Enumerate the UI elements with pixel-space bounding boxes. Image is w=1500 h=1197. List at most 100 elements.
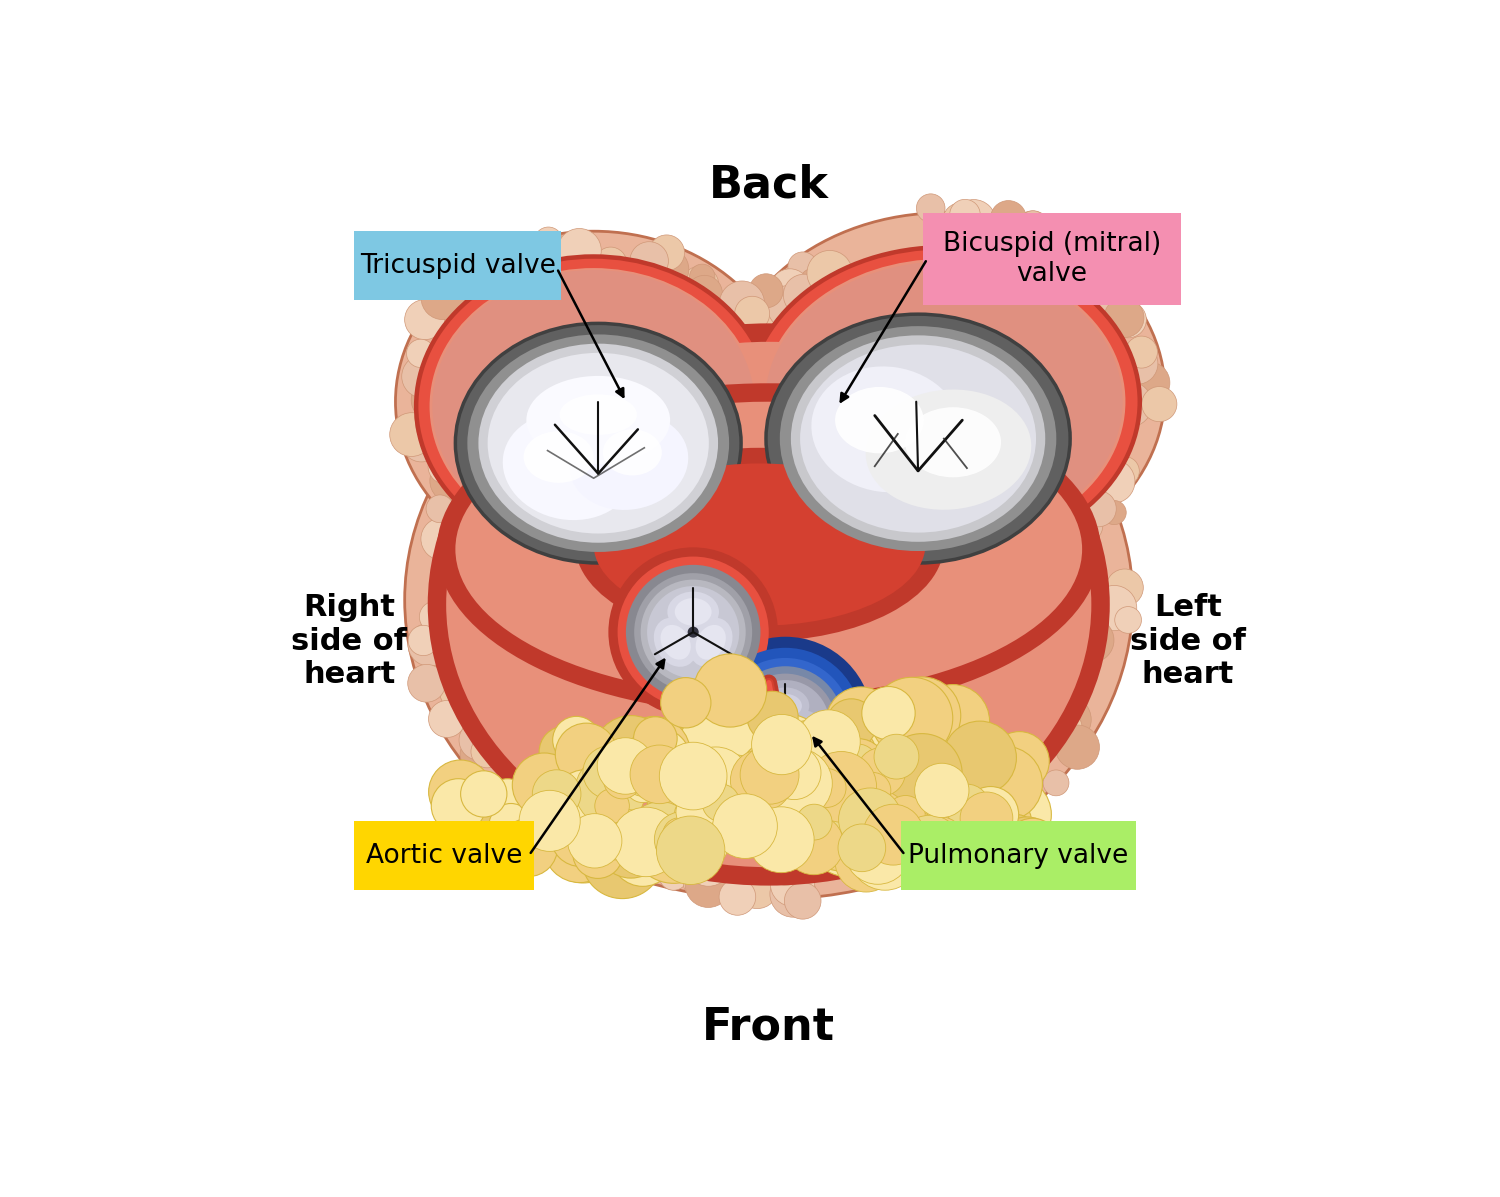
- Circle shape: [968, 747, 1042, 821]
- Circle shape: [868, 767, 938, 837]
- Circle shape: [429, 760, 492, 824]
- Circle shape: [988, 800, 1032, 841]
- Circle shape: [429, 432, 453, 457]
- Circle shape: [1090, 460, 1136, 503]
- Ellipse shape: [468, 334, 729, 552]
- Circle shape: [555, 723, 618, 785]
- Circle shape: [741, 742, 795, 796]
- Circle shape: [807, 768, 846, 808]
- Circle shape: [726, 375, 754, 403]
- Circle shape: [488, 782, 524, 818]
- Circle shape: [856, 522, 885, 549]
- Circle shape: [660, 678, 711, 728]
- Text: Bicuspid (mitral)
valve: Bicuspid (mitral) valve: [942, 231, 1161, 287]
- Circle shape: [876, 794, 927, 844]
- Circle shape: [614, 809, 662, 858]
- Circle shape: [766, 746, 820, 800]
- Circle shape: [675, 722, 717, 762]
- Ellipse shape: [568, 413, 688, 510]
- Circle shape: [609, 547, 778, 717]
- Circle shape: [686, 280, 722, 315]
- Circle shape: [1128, 361, 1170, 403]
- Circle shape: [1106, 569, 1143, 606]
- Circle shape: [1058, 267, 1088, 297]
- Ellipse shape: [766, 314, 1070, 563]
- Circle shape: [460, 771, 507, 818]
- Ellipse shape: [865, 389, 1032, 510]
- Circle shape: [752, 816, 794, 858]
- Circle shape: [957, 220, 984, 247]
- Circle shape: [885, 827, 924, 865]
- Circle shape: [807, 767, 894, 853]
- Circle shape: [1080, 491, 1116, 527]
- Ellipse shape: [432, 269, 754, 542]
- Ellipse shape: [560, 394, 638, 435]
- Circle shape: [716, 748, 801, 832]
- Circle shape: [1042, 770, 1070, 796]
- Circle shape: [994, 391, 1036, 435]
- Circle shape: [1029, 713, 1065, 748]
- FancyBboxPatch shape: [354, 821, 534, 891]
- Circle shape: [630, 745, 688, 803]
- Circle shape: [796, 710, 859, 773]
- Circle shape: [1110, 456, 1140, 486]
- Circle shape: [748, 274, 783, 308]
- Text: Front: Front: [702, 1005, 836, 1049]
- Ellipse shape: [654, 618, 698, 667]
- Circle shape: [720, 281, 765, 326]
- Circle shape: [730, 749, 792, 812]
- Circle shape: [598, 792, 642, 837]
- Circle shape: [519, 790, 580, 851]
- Circle shape: [839, 745, 878, 784]
- Circle shape: [762, 748, 832, 819]
- Circle shape: [806, 752, 876, 822]
- Circle shape: [712, 794, 777, 858]
- Circle shape: [950, 200, 980, 230]
- Circle shape: [590, 826, 633, 870]
- Circle shape: [408, 625, 438, 656]
- Ellipse shape: [603, 430, 662, 475]
- Circle shape: [597, 809, 666, 879]
- Circle shape: [1044, 709, 1082, 747]
- Circle shape: [746, 370, 789, 414]
- Circle shape: [730, 427, 766, 463]
- Circle shape: [693, 741, 746, 792]
- Circle shape: [422, 517, 464, 560]
- Circle shape: [489, 803, 532, 847]
- Circle shape: [616, 300, 663, 346]
- Circle shape: [1005, 819, 1059, 873]
- FancyBboxPatch shape: [354, 231, 561, 300]
- Circle shape: [981, 227, 1014, 261]
- Circle shape: [550, 807, 610, 867]
- Circle shape: [930, 839, 976, 886]
- Circle shape: [702, 784, 740, 821]
- Circle shape: [610, 822, 675, 886]
- Circle shape: [874, 734, 920, 779]
- Circle shape: [471, 735, 504, 767]
- Text: Pulmonary valve: Pulmonary valve: [908, 843, 1128, 869]
- Circle shape: [514, 762, 540, 788]
- Text: Right
side of
heart: Right side of heart: [291, 594, 408, 689]
- Circle shape: [730, 294, 764, 327]
- Circle shape: [784, 721, 832, 768]
- Circle shape: [596, 745, 648, 797]
- Circle shape: [960, 794, 1004, 837]
- Circle shape: [699, 298, 735, 334]
- Circle shape: [865, 825, 912, 873]
- Circle shape: [897, 820, 946, 870]
- Circle shape: [1040, 468, 1071, 499]
- Circle shape: [440, 669, 483, 713]
- Circle shape: [584, 746, 636, 800]
- Circle shape: [682, 757, 732, 807]
- Circle shape: [718, 879, 756, 916]
- Circle shape: [402, 354, 445, 399]
- Ellipse shape: [524, 431, 594, 482]
- Circle shape: [718, 758, 806, 845]
- Ellipse shape: [668, 591, 718, 632]
- Circle shape: [480, 285, 507, 311]
- Ellipse shape: [446, 342, 1092, 867]
- Circle shape: [808, 771, 865, 828]
- Circle shape: [752, 358, 782, 388]
- Ellipse shape: [405, 300, 1132, 899]
- Circle shape: [912, 816, 966, 871]
